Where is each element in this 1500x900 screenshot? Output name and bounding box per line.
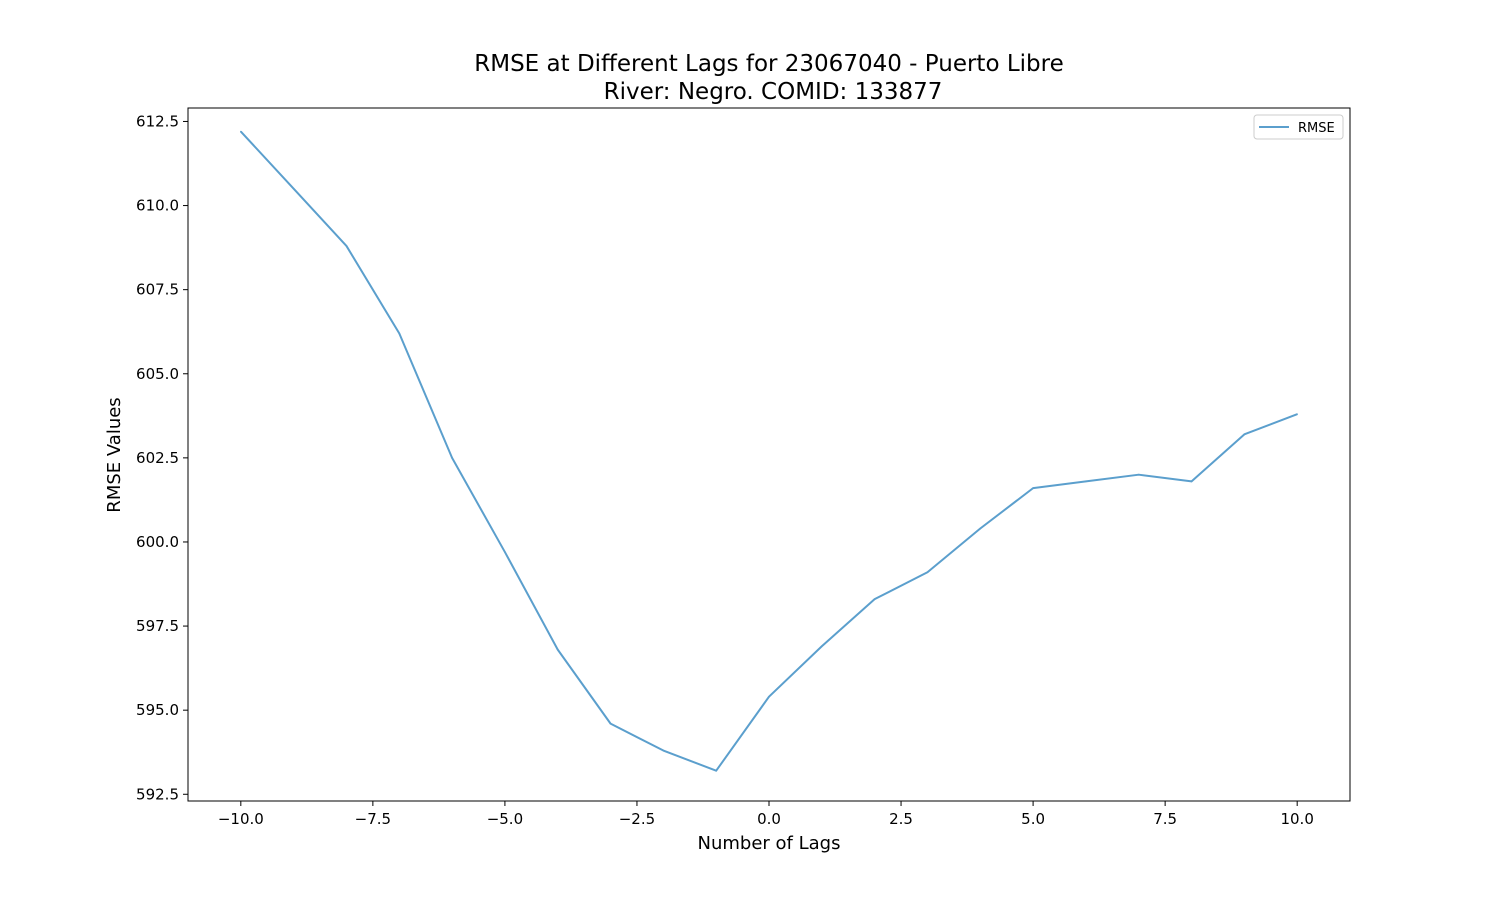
data-point	[556, 648, 559, 651]
y-tick-label: 595.0	[136, 701, 179, 719]
data-point	[292, 187, 295, 190]
x-tick-label: 5.0	[1021, 810, 1045, 828]
data-point	[1296, 413, 1298, 415]
y-tick-label: 592.5	[136, 785, 179, 803]
x-tick-label: 10.0	[1280, 810, 1313, 828]
data-point	[926, 571, 929, 574]
data-point	[715, 769, 717, 772]
x-tick-label: −5.0	[487, 810, 523, 828]
data-point	[1137, 473, 1140, 476]
data-point	[451, 457, 453, 459]
y-tick-label: 607.5	[136, 281, 179, 299]
legend-label-rmse: RMSE	[1298, 121, 1335, 136]
y-tick-label: 610.0	[136, 197, 179, 215]
y-tick-label: 600.0	[136, 533, 179, 551]
data-point	[1190, 480, 1193, 483]
data-point	[768, 695, 770, 698]
data-point	[609, 722, 612, 725]
legend: RMSE	[1253, 114, 1344, 140]
x-tick-label: 7.5	[1153, 810, 1177, 828]
y-tick-label: 602.5	[136, 449, 179, 467]
y-tick-label: 597.5	[136, 617, 179, 635]
data-point	[873, 598, 876, 600]
x-tick-label: −10.0	[218, 810, 264, 828]
data-point	[1243, 433, 1246, 436]
data-point	[1085, 480, 1087, 483]
x-axis-label: Number of Lags	[698, 833, 841, 854]
data-point	[240, 130, 242, 133]
data-point	[345, 245, 348, 247]
x-tick-label: −2.5	[619, 810, 655, 828]
legend-box	[1253, 114, 1344, 140]
data-point	[979, 527, 982, 530]
data-point	[821, 645, 823, 648]
y-tick-label: 612.5	[136, 112, 179, 130]
plot-area: −10.0 −7.5 −5.0 −2.5 0.0 2.5 5.0 7.5 10.0 592.5 59…	[136, 107, 1351, 828]
data-point	[398, 332, 401, 335]
x-tick-label: −7.5	[355, 810, 391, 828]
chart-title-line-1: RMSE at Different Lags for 23067040 - Pu…	[474, 51, 1063, 77]
data-point	[1032, 487, 1034, 489]
y-axis-label: RMSE Values	[104, 397, 125, 512]
series-line-rmse	[240, 130, 1298, 772]
data-point	[504, 551, 506, 553]
x-tick-label: 2.5	[889, 810, 913, 828]
chart-title-line-2: River: Negro. COMID: 133877	[604, 79, 943, 105]
y-tick-label: 605.0	[136, 365, 179, 383]
x-tick-label: 0.0	[757, 810, 781, 828]
data-point	[662, 749, 665, 752]
